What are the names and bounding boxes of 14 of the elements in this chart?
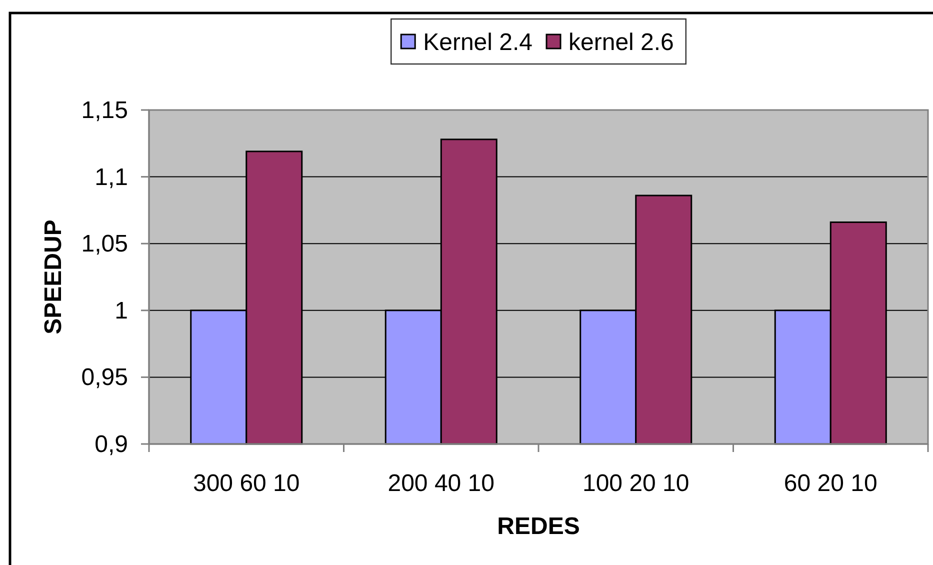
x-tick-label: 300 60 10: [192, 470, 300, 497]
legend-label: Kernel 2.4: [423, 29, 533, 56]
y-axis-title: SPEEDUP: [40, 220, 67, 334]
y-tick-label: 1,1: [94, 163, 128, 190]
y-tick-label: 0,95: [81, 364, 128, 391]
x-tick-label: 200 40 10: [388, 470, 495, 497]
legend-label: kernel 2.6: [568, 29, 674, 56]
y-tick-label: 1,15: [81, 96, 128, 124]
x-tick-label: 60 20 10: [784, 470, 878, 497]
x-axis-title: REDES: [497, 513, 580, 540]
x-tick-label: 100 20 10: [582, 470, 690, 497]
y-tick-label: 1: [114, 296, 128, 324]
y-tick-label: 1,05: [81, 230, 128, 258]
y-tick-label: 0,9: [94, 430, 128, 458]
